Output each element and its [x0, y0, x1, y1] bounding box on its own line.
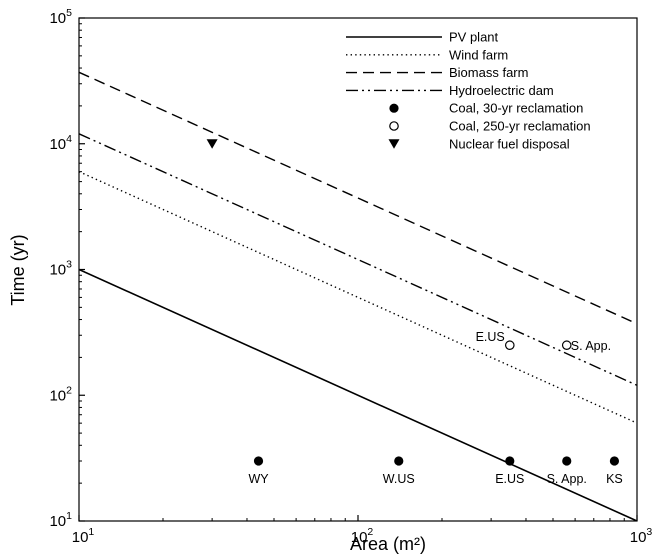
point-coal-30-yr-reclamation-1 [394, 456, 404, 466]
x-axis-label: Area (m²) [350, 534, 426, 554]
y-tick-label: 101 [49, 510, 72, 530]
y-tick-label: 104 [49, 133, 72, 153]
point-label-coal-250-yr-reclamation-0: E.US [476, 330, 505, 344]
point-label-coal-30-yr-reclamation-4: KS [606, 472, 623, 486]
x-tick-label: 102 [351, 526, 374, 546]
point-coal-30-yr-reclamation-3 [562, 456, 572, 466]
series-points: WY W.US E.US S. App. KS E.US S. App. [206, 139, 623, 486]
legend-label-coal-30-yr-reclamation: Coal, 30-yr reclamation [449, 101, 583, 116]
legend-swatch-nuclear-fuel-disposal [388, 139, 400, 149]
legend-label-hydroelectric-dam: Hydroelectric dam [449, 83, 554, 98]
point-coal-250-yr-reclamation-0 [504, 340, 515, 351]
x-tick-label: 103 [630, 526, 653, 546]
legend-label-pv-plant: PV plant [449, 30, 499, 45]
point-coal-30-yr-reclamation-4 [609, 456, 620, 466]
point-label-coal-250-yr-reclamation-1: S. App. [571, 339, 611, 353]
point-label-coal-30-yr-reclamation-2: E.US [495, 472, 524, 486]
point-label-coal-30-yr-reclamation-0: WY [248, 472, 269, 486]
axes: 101 102 103 101 102 103 104 105 [49, 7, 652, 546]
legend-swatch-coal-250-yr-reclamation [389, 121, 399, 131]
series-line-hydroelectric-dam [79, 133, 637, 386]
point-coal-30-yr-reclamation-2 [505, 456, 515, 466]
point-nuclear-fuel-disposal-0 [206, 139, 218, 149]
legend-label-coal-250-yr-reclamation: Coal, 250-yr reclamation [449, 119, 591, 134]
y-tick-label: 102 [49, 384, 72, 404]
series-lines [79, 71, 637, 521]
point-label-coal-30-yr-reclamation-3: S. App. [547, 472, 587, 486]
point-label-coal-30-yr-reclamation-1: W.US [383, 472, 415, 486]
point-coal-30-yr-reclamation-0 [253, 456, 264, 466]
series-line-biomass-farm [79, 71, 637, 325]
x-tick-label: 101 [72, 526, 95, 546]
legend-label-biomass-farm: Biomass farm [449, 65, 528, 80]
y-tick-label: 105 [49, 7, 72, 27]
point-coal-250-yr-reclamation-1 [561, 340, 572, 351]
series-line-pv-plant [79, 268, 637, 521]
legend-swatch-coal-30-yr-reclamation [389, 103, 399, 113]
series-line-wind-farm [79, 170, 637, 424]
y-tick-label: 103 [49, 259, 72, 279]
legend: PV plant Wind farm Biomass farm Hydroelectr… [346, 30, 591, 151]
legend-label-nuclear-fuel-disposal: Nuclear fuel disposal [449, 136, 570, 151]
y-axis-label: Time (yr) [8, 234, 28, 305]
legend-label-wind-farm: Wind farm [449, 47, 508, 62]
